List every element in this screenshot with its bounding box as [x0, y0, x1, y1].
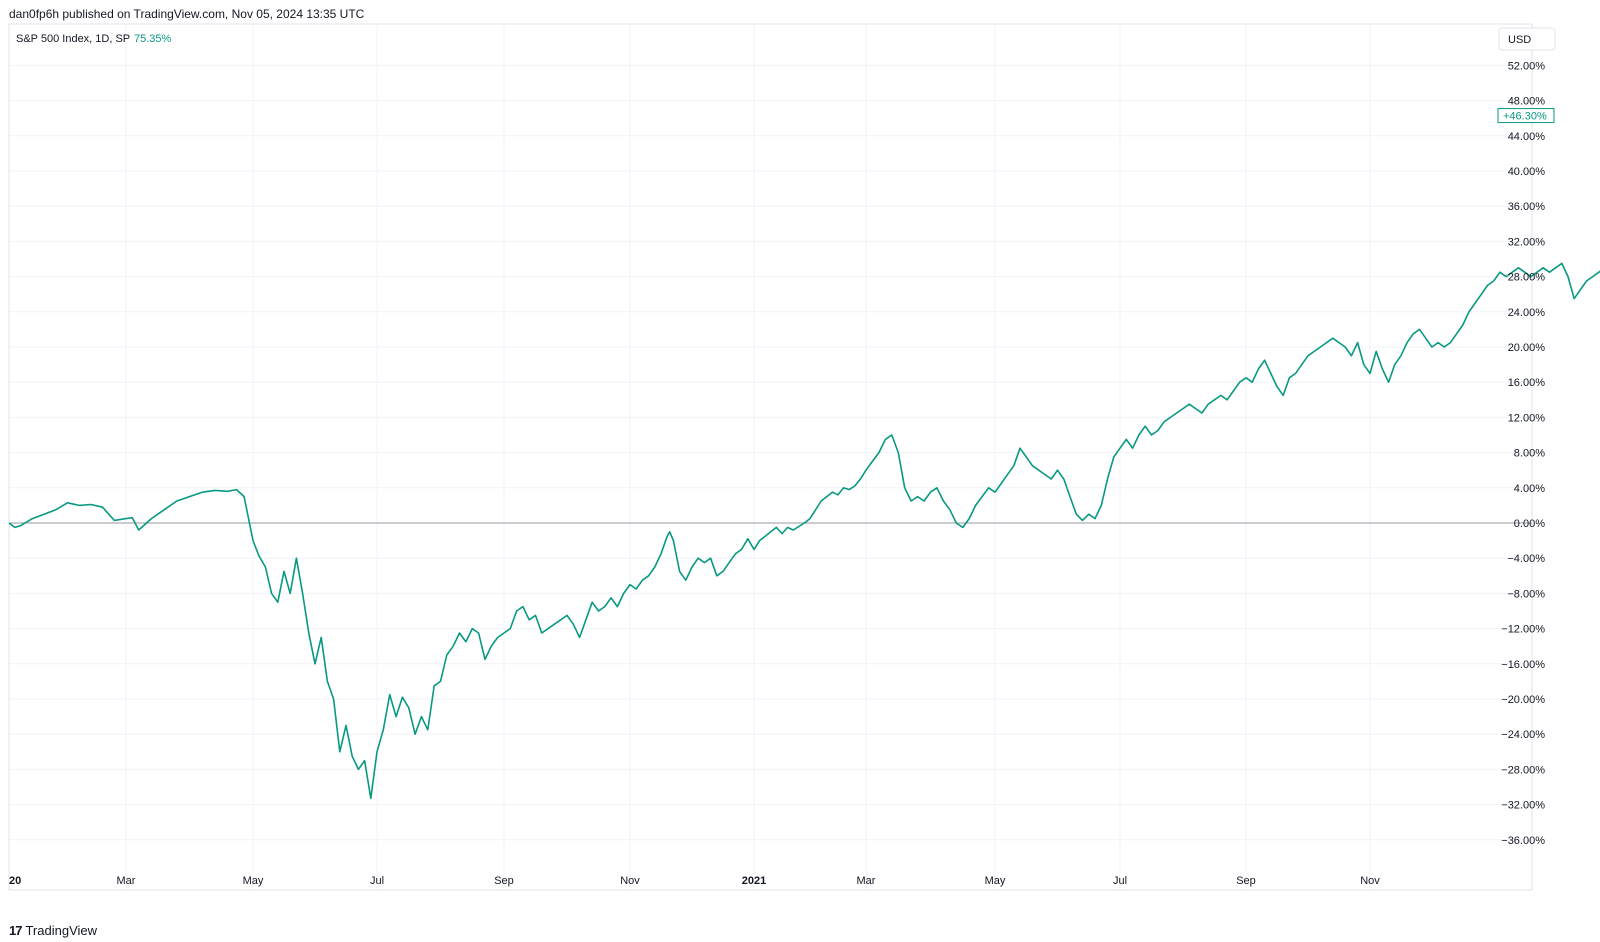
sp500-series-line[interactable]: [8, 109, 1600, 800]
y-tick-label: 12.00%: [1508, 412, 1546, 424]
y-tick-label: −4.00%: [1507, 553, 1545, 565]
y-tick-label: −32.00%: [1501, 800, 1545, 812]
y-tick-label: −24.00%: [1501, 729, 1545, 741]
y-tick-label: 8.00%: [1514, 448, 1545, 460]
currency-label: USD: [1508, 34, 1531, 46]
tradingview-logo[interactable]: 17 TradingView: [9, 923, 97, 938]
horizontal-gridlines: [9, 64, 1532, 841]
y-tick-label: 44.00%: [1508, 131, 1546, 143]
y-tick-label: 16.00%: [1508, 377, 1546, 389]
y-tick-label: 28.00%: [1508, 272, 1546, 284]
y-tick-label: −20.00%: [1501, 694, 1545, 706]
x-tick-label: Jul: [370, 875, 384, 887]
y-tick-label: 36.00%: [1508, 201, 1546, 213]
y-tick-label: 20.00%: [1508, 342, 1546, 354]
plot-frame: [8, 23, 1533, 891]
y-tick-label: 24.00%: [1508, 307, 1546, 319]
currency-button[interactable]: [1498, 27, 1556, 51]
x-tick-label: 2021: [742, 875, 766, 887]
last-value-label: +46.30%: [1503, 111, 1547, 123]
x-tick-label: Mar: [117, 875, 136, 887]
tradingview-brand-label: TradingView: [25, 923, 98, 938]
time-axis[interactable]: 20 Mar May Jul Sep Nov 2021 Mar May Jul Sep Nov: [9, 875, 1380, 887]
y-tick-label: 0.00%: [1514, 518, 1545, 530]
x-tick-label: May: [985, 875, 1006, 887]
y-tick-label: −28.00%: [1501, 764, 1545, 776]
y-tick-label: −16.00%: [1501, 659, 1545, 671]
x-tick-label: Nov: [620, 875, 640, 887]
x-tick-label: Mar: [857, 875, 876, 887]
tradingview-logo-icon: 17: [9, 923, 23, 938]
x-tick-label: 20: [9, 875, 21, 887]
y-tick-label: −8.00%: [1507, 588, 1545, 600]
legend-value: 75.35%: [134, 33, 172, 45]
y-tick-label: 48.00%: [1508, 96, 1546, 108]
y-tick-label: −36.00%: [1501, 835, 1545, 847]
y-tick-label: 52.00%: [1508, 60, 1546, 72]
x-tick-label: May: [243, 875, 264, 887]
x-tick-label: Jul: [1113, 875, 1127, 887]
y-tick-label: −12.00%: [1501, 624, 1545, 636]
price-axis[interactable]: 52.00% 48.00% 44.00% 40.00% 36.00% 32.00% 28.0…: [1501, 60, 1545, 846]
publisher-caption: dan0fp6h published on TradingView.com, N…: [9, 7, 365, 21]
y-tick-label: 40.00%: [1508, 166, 1546, 178]
vertical-gridlines: [8, 24, 1371, 890]
x-tick-label: Sep: [1236, 875, 1256, 887]
x-tick-label: Nov: [1360, 875, 1380, 887]
legend-symbol[interactable]: S&P 500 Index, 1D, SP: [16, 33, 130, 45]
x-tick-label: Sep: [494, 875, 514, 887]
y-tick-label: 4.00%: [1514, 483, 1545, 495]
last-value-marker: +46.30%: [1497, 108, 1555, 124]
y-tick-label: 32.00%: [1508, 236, 1546, 248]
